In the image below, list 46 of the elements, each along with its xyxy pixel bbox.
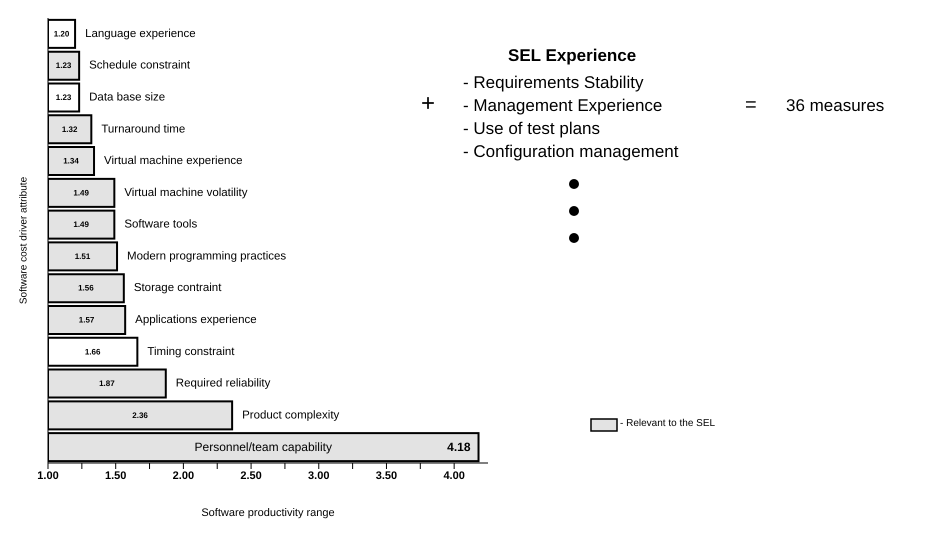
annotation: - Requirements Stability: [463, 72, 644, 94]
y-tick-label: Required reliability: [176, 378, 271, 390]
y-tick-label: Language experience: [85, 28, 196, 40]
x-tick-label: 2.50: [240, 470, 262, 482]
y-tick-label: Turnaround time: [101, 123, 186, 136]
y-tick-label: Applications experience: [135, 314, 257, 326]
y-axis-title: Software cost driver attribute: [18, 176, 30, 304]
text: - Relevant to the SEL: [620, 418, 716, 429]
data-label: 1.87: [99, 379, 116, 388]
annotation: - Management Experience: [463, 95, 664, 117]
y-tick-label: Data base size: [89, 91, 166, 104]
data-label: 1.56: [78, 284, 94, 293]
y-tick-label: Software tools: [124, 218, 198, 231]
data-label: 1.20: [54, 29, 70, 38]
data-label: 2.36: [132, 410, 148, 420]
y-tick-label: Virtual machine volatility: [124, 186, 248, 199]
text: SEL Experience: [508, 46, 636, 66]
x-tick-label: 4.00: [443, 470, 465, 482]
y-tick-label: Timing constraint: [147, 346, 236, 358]
data-label: 1.49: [73, 188, 90, 198]
data-label: 4.18: [447, 440, 471, 454]
text: 36 measures: [786, 96, 884, 116]
y-tick-label: Modern programming practices: [127, 250, 286, 262]
x-tick-label: 3.50: [376, 470, 398, 482]
y-tick-label: Storage contraint: [134, 282, 222, 294]
x-tick-label: 3.00: [308, 470, 330, 482]
data-label: 1.23: [56, 61, 72, 70]
x-axis-title: Software productivity range: [201, 507, 335, 519]
y-tick-label: Personnel/team capability: [194, 440, 332, 454]
data-label: 1.32: [62, 124, 78, 134]
y-tick-label: Schedule constraint: [89, 60, 191, 72]
y-tick-label: Product complexity: [242, 409, 340, 422]
data-label: 1.66: [84, 347, 102, 356]
annotation: - Configuration management: [463, 141, 678, 163]
y-tick-label: Virtual machine experience: [104, 155, 243, 168]
data-label: 1.23: [56, 92, 72, 102]
text: =: [745, 94, 757, 117]
data-label: 1.49: [73, 220, 90, 230]
x-tick-label: 1.50: [104, 470, 126, 482]
data-label: 1.34: [63, 156, 80, 166]
annotation: +: [421, 90, 436, 118]
annotation: - Use of test plans: [463, 118, 602, 140]
data-label: 1.57: [78, 315, 95, 324]
x-tick-label: 1.00: [37, 470, 59, 482]
data-label: 1.51: [74, 252, 91, 261]
x-tick-label: 2.00: [172, 470, 194, 482]
